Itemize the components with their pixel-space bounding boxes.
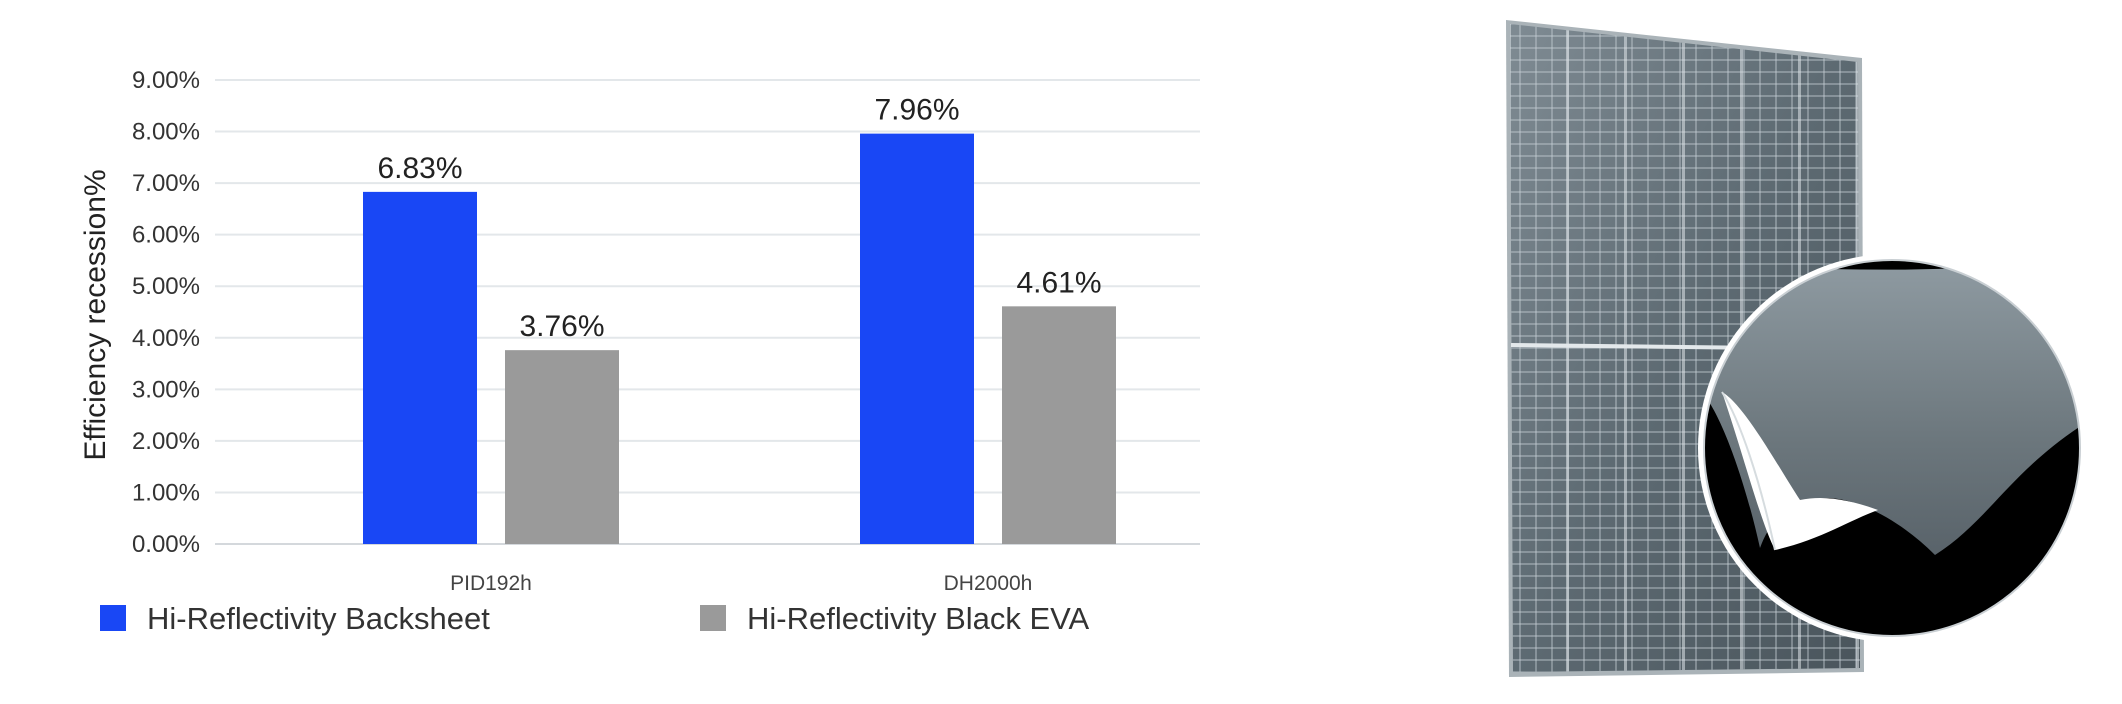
y-tick-label: 9.00% [132, 67, 200, 94]
y-tick-label: 4.00% [132, 325, 200, 352]
y-tick-label: 3.00% [132, 376, 200, 403]
x-axis: PID192h DH2000h [450, 572, 1032, 595]
x-tick-label: DH2000h [944, 572, 1033, 595]
y-axis: 0.00% 1.00% 2.00% 3.00% 4.00% 5.00% 6.00% 7.00%… [132, 67, 200, 558]
legend: Hi-Reflectivity Backsheet Hi-Reflectivity… [100, 601, 1090, 636]
y-tick-label: 8.00% [132, 119, 200, 146]
legend-label: Hi-Reflectivity Backsheet [147, 601, 490, 636]
legend-swatch [700, 605, 726, 631]
y-tick-label: 2.00% [132, 428, 200, 455]
data-label: 3.76% [519, 310, 604, 343]
bar-backsheet-dh2000h [860, 133, 974, 544]
data-label: 7.96% [874, 94, 959, 127]
y-tick-label: 6.00% [132, 222, 200, 249]
y-tick-label: 0.00% [132, 531, 200, 558]
x-tick-label: PID192h [450, 572, 532, 595]
data-label: 4.61% [1016, 266, 1101, 299]
solar-panel-icon [1506, 20, 2086, 677]
legend-label: Hi-Reflectivity Black EVA [747, 601, 1090, 636]
bar-black-eva-pid192h [505, 350, 619, 544]
bar-backsheet-pid192h [363, 191, 477, 544]
bar-black-eva-dh2000h [1002, 306, 1116, 544]
legend-swatch [100, 605, 126, 631]
y-axis-label: Efficiency recession% [79, 169, 112, 460]
y-tick-label: 7.00% [132, 170, 200, 197]
y-tick-label: 1.00% [132, 479, 200, 506]
y-tick-label: 5.00% [132, 273, 200, 300]
data-label: 6.83% [377, 152, 462, 185]
bars: 6.83% 3.76% 7.96% 4.61% [363, 94, 1116, 544]
